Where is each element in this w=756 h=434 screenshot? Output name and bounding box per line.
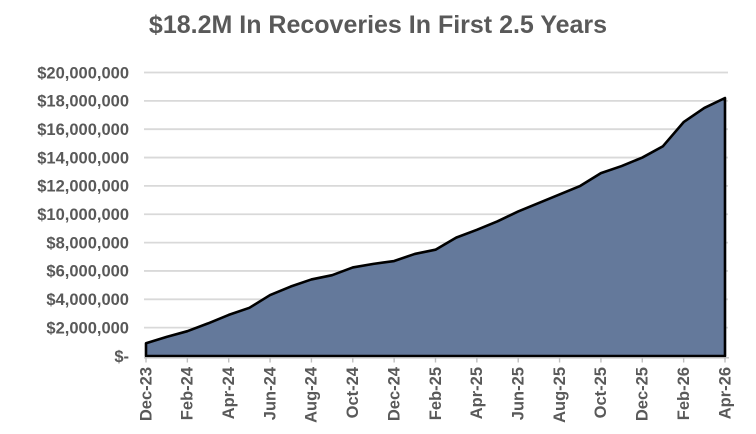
x-axis-label: Apr-24	[220, 366, 238, 419]
x-axis-label: Jun-24	[261, 366, 279, 420]
y-axis-label: $-	[114, 348, 129, 366]
y-axis-label: $18,000,000	[37, 93, 129, 111]
y-axis-label: $10,000,000	[37, 206, 129, 224]
x-axis-label: Dec-24	[385, 366, 403, 421]
x-axis-label: Dec-23	[137, 367, 155, 421]
x-axis-label: Feb-26	[675, 367, 693, 420]
area-series	[144, 96, 727, 358]
y-axis-labels: $- $2,000,000 $4,000,000 $6,000,000 $8,000,0…	[37, 64, 129, 366]
chart-title: $18.2M In Recoveries In First 2.5 Years	[148, 11, 608, 39]
x-axis-label: Oct-25	[592, 367, 610, 418]
y-axis-label: $20,000,000	[37, 64, 129, 82]
x-axis-label: Aug-25	[551, 367, 569, 423]
y-axis-label: $8,000,000	[46, 234, 129, 252]
x-axis-label: Feb-24	[179, 366, 197, 420]
y-axis-label: $12,000,000	[37, 178, 129, 196]
y-axis-label: $6,000,000	[46, 263, 129, 281]
y-axis-label: $14,000,000	[37, 149, 129, 167]
x-axis-label: Oct-24	[344, 366, 362, 418]
area-fill	[146, 98, 725, 356]
area-outline	[144, 96, 727, 358]
axes	[144, 357, 729, 363]
x-axis-label: Apr-25	[468, 367, 486, 419]
x-axis-labels: Dec-23 Feb-24 Apr-24 Jun-24 Aug-24 Oct-24 Dec-…	[137, 366, 734, 423]
y-axis-label: $4,000,000	[46, 291, 129, 309]
x-axis-label: Aug-24	[303, 366, 321, 423]
y-axis-label: $16,000,000	[37, 121, 129, 139]
y-axis-label: $2,000,000	[46, 319, 129, 337]
x-axis-label: Feb-25	[427, 367, 445, 420]
x-axis-label: Apr-26	[716, 367, 734, 419]
x-axis-label: Jun-25	[509, 367, 527, 420]
x-axis-label: Dec-25	[634, 367, 652, 421]
